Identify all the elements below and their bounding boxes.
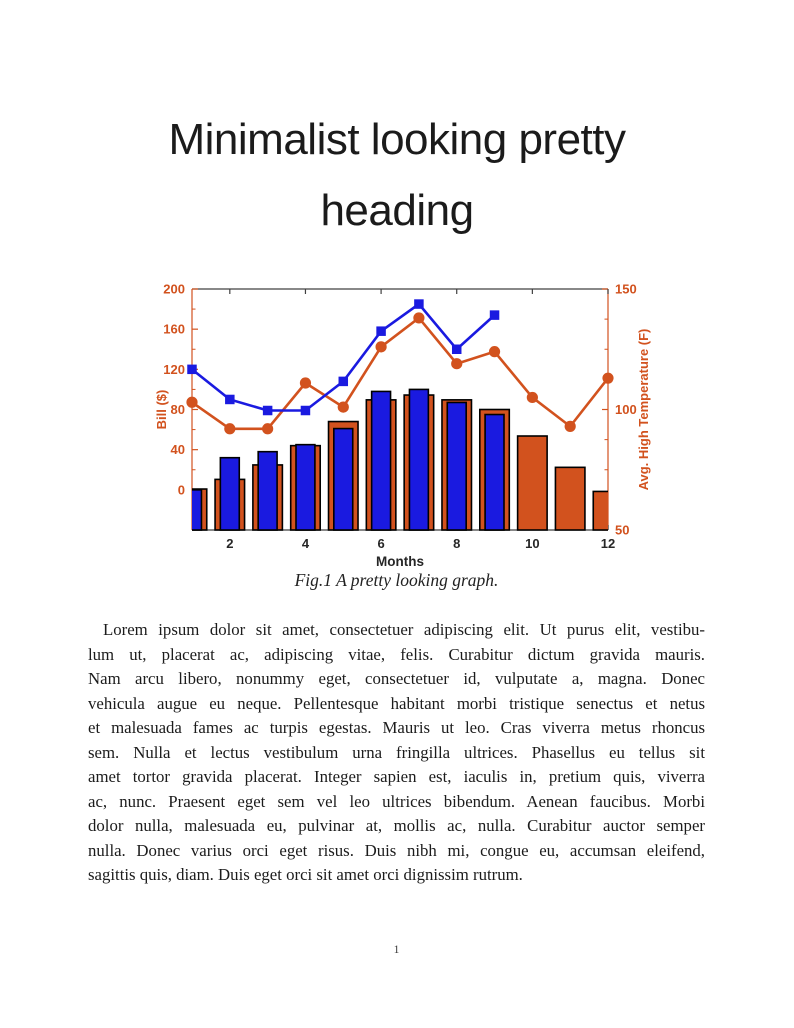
temperature-line-marker bbox=[451, 358, 463, 370]
svg-text:4: 4 bbox=[302, 536, 310, 551]
temperature-line-marker bbox=[224, 423, 236, 435]
page-number: 1 bbox=[393, 944, 400, 956]
bill-line-marker bbox=[338, 376, 349, 387]
body-line: Nam arcu libero, nonummy eget, consectet… bbox=[88, 669, 705, 688]
body-line: nulla. Donec varius orci eget risus. Dui… bbox=[88, 840, 705, 860]
body-paragraph: Lorem ipsum dolor sit amet, consectetuer… bbox=[88, 618, 705, 888]
temperature-line-marker bbox=[337, 401, 349, 413]
body-line: lum ut, placerat ac, adipiscing vitae, f… bbox=[88, 644, 705, 664]
temperature-line-marker bbox=[375, 341, 387, 353]
svg-text:2: 2 bbox=[226, 536, 233, 551]
bill-line-marker bbox=[489, 310, 500, 320]
svg-text:Bill ($): Bill ($) bbox=[154, 390, 169, 430]
temperature-line bbox=[186, 312, 614, 435]
svg-text:50: 50 bbox=[615, 523, 629, 538]
figure-caption: Fig.1 A pretty looking graph. bbox=[294, 570, 499, 590]
bill-line-marker bbox=[262, 405, 273, 416]
svg-text:200: 200 bbox=[163, 282, 185, 297]
temperature-line-marker bbox=[413, 312, 425, 324]
bill-line-marker bbox=[451, 344, 462, 354]
temperature-line-marker bbox=[564, 420, 576, 432]
body-line: vehicula augue eu neque. Pellentesque ha… bbox=[88, 693, 705, 713]
svg-text:6: 6 bbox=[377, 536, 384, 551]
svg-text:12: 12 bbox=[601, 536, 615, 551]
bill-line-marker bbox=[414, 299, 424, 309]
svg-text:120: 120 bbox=[163, 362, 185, 377]
svg-text:10: 10 bbox=[525, 536, 539, 551]
temperature-line-marker bbox=[488, 346, 501, 358]
chart-axes: 0 40 80 120 160 200 50 100 150 2 4 6 8 10 12 Bill ($) Av… bbox=[154, 282, 651, 570]
svg-text:40: 40 bbox=[171, 442, 185, 457]
svg-text:0: 0 bbox=[178, 482, 185, 497]
svg-text:8: 8 bbox=[453, 536, 460, 551]
page-title-line-1: Minimalist looking pretty bbox=[168, 115, 627, 164]
body-line: dolor nulla, malesuada eu, pulvinar at, … bbox=[88, 816, 705, 835]
body-line: amet tortor gravida placerat. Integer sa… bbox=[88, 767, 705, 786]
body-line: sem. Nulla et lectus vestibulum urna fri… bbox=[88, 742, 705, 762]
bill-line-marker bbox=[225, 394, 235, 405]
temperature-line-marker bbox=[602, 372, 614, 384]
body-line: sagittis quis, diam. Duis eget orci sit … bbox=[88, 865, 523, 884]
bill-line bbox=[187, 299, 500, 416]
bill-line-marker bbox=[187, 364, 197, 375]
dual-axis-bar-line-chart: 0 40 80 120 160 200 50 100 150 2 4 6 8 10 12 Bill ($) Av… bbox=[154, 282, 651, 570]
svg-text:Avg. High Temperature (F): Avg. High Temperature (F) bbox=[636, 329, 651, 491]
temperature-line-marker bbox=[262, 423, 274, 435]
body-line: Lorem ipsum dolor sit amet, consectetuer… bbox=[103, 620, 705, 639]
temperature-line-marker bbox=[299, 377, 312, 389]
body-line: et malesuada fames ac turpis egestas. Ma… bbox=[88, 718, 705, 737]
bill-bars bbox=[192, 388, 505, 531]
page-title-line-2: heading bbox=[320, 186, 474, 235]
svg-text:150: 150 bbox=[615, 282, 637, 297]
page-title: Minimalist looking pretty heading bbox=[0, 104, 794, 246]
bill-line-marker bbox=[376, 326, 386, 336]
temperature-line-marker bbox=[526, 391, 538, 404]
svg-text:80: 80 bbox=[171, 402, 185, 417]
svg-text:100: 100 bbox=[615, 402, 637, 417]
svg-text:Months: Months bbox=[376, 554, 424, 569]
bill-line-marker bbox=[300, 405, 311, 416]
svg-text:160: 160 bbox=[163, 322, 185, 337]
body-line: ac, nunc. Praesent eget sem vel leo ultr… bbox=[88, 791, 705, 811]
figure-chart: 0 40 80 120 160 200 50 100 150 2 4 6 8 10 12 Bill ($) Av… bbox=[140, 268, 670, 570]
temperature-line-marker bbox=[186, 396, 198, 408]
